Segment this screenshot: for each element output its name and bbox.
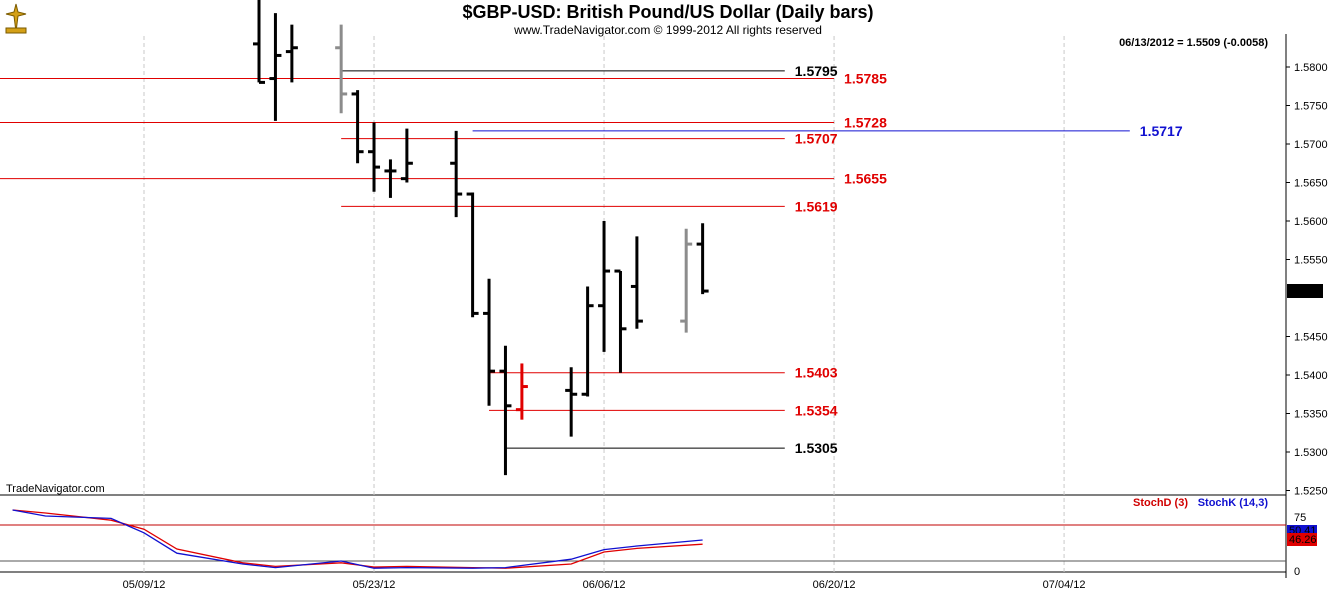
price-tick-label: 1.5350 [1294,409,1328,421]
level-label: 1.5728 [844,114,887,130]
stoch-d-legend: StochD (3) [1133,497,1188,509]
level-label: 1.5707 [795,131,838,147]
ohlc-bar[interactable] [598,221,611,352]
ohlc-bar[interactable] [384,159,397,198]
copyright-text: www.TradeNavigator.com © 1999-2012 All r… [513,23,822,37]
grid-layer [0,36,1286,572]
chart-title: $GBP-USD: British Pound/US Dollar (Daily… [462,2,873,22]
date-tick-label: 05/09/12 [123,579,166,591]
ohlc-bar[interactable] [351,90,364,164]
ohlc-bar[interactable] [581,286,594,397]
price-tick-label: 1.5600 [1294,216,1328,228]
price-tick-label: 1.5450 [1294,332,1328,344]
last-quote: 06/13/2012 = 1.5509 (-0.0058) [1119,37,1268,49]
ohlc-bar[interactable] [253,0,266,84]
stoch-axis-75: 75 [1294,512,1306,524]
ohlc-bar[interactable] [368,122,381,192]
level-layer: 1.5795 1.5785 1.5728 1.5717 1.5707 1.5655 1.56… [0,63,1183,456]
level-label: 1.5403 [795,365,838,381]
price-tick-label: 1.5750 [1294,101,1328,113]
stoch-d-flag [1287,533,1317,546]
ohlc-bar[interactable] [335,24,348,114]
stoch-axis-0: 0 [1294,566,1300,578]
date-tick-label: 06/06/12 [583,579,626,591]
watermark: TradeNavigator.com [6,483,105,495]
ohlc-bar[interactable] [499,345,512,476]
date-tick-label: 06/20/12 [813,579,856,591]
axis-layer: 05/09/12 05/23/12 06/06/12 06/20/12 07/04/12… [123,62,1328,591]
current-price-flag [1287,284,1323,298]
ohlc-bar[interactable] [696,223,709,295]
ohlc-bar[interactable] [630,236,643,329]
price-tick-label: 1.5400 [1294,370,1328,382]
level-label: 1.5717 [1140,123,1183,139]
stoch-k-legend: StochK (14,3) [1198,497,1269,509]
ohlc-bar[interactable] [680,228,693,333]
ohlc-bar[interactable] [285,24,298,83]
stoch-series-line [12,509,703,569]
price-tick-label: 1.5800 [1294,62,1328,74]
level-label: 1.5305 [795,440,838,456]
stoch-k-flag [1287,525,1317,535]
date-tick-label: 05/23/12 [353,579,396,591]
price-tick-label: 1.5250 [1294,486,1328,498]
level-label: 1.5655 [844,171,887,187]
level-label: 1.5619 [795,198,838,214]
stoch-series-line [12,509,703,569]
date-tick-label: 07/04/12 [1043,579,1086,591]
level-label: 1.5785 [844,71,887,87]
ohlc-bar[interactable] [483,278,496,406]
ohlc-bar[interactable] [269,13,282,121]
price-tick-label: 1.5550 [1294,255,1328,267]
stoch-d-value: 46.26 [1289,534,1317,546]
level-label: 1.5354 [795,402,838,418]
ohlc-bar[interactable] [614,269,627,373]
ohlc-bar[interactable] [466,192,479,318]
ohlc-bar[interactable] [515,363,528,420]
stoch-layer [12,509,703,569]
trading-logo-icon[interactable] [5,3,27,34]
current-price-label: 1.5509 [1289,286,1323,298]
bar-layer [253,0,709,476]
ohlc-bar[interactable] [450,130,463,218]
price-tick-label: 1.5650 [1294,178,1328,190]
price-tick-label: 1.5300 [1294,447,1328,459]
ohlc-bar[interactable] [565,367,578,437]
price-tick-label: 1.5700 [1294,139,1328,151]
ohlc-bar[interactable] [400,128,413,183]
level-label: 1.5795 [795,63,838,79]
